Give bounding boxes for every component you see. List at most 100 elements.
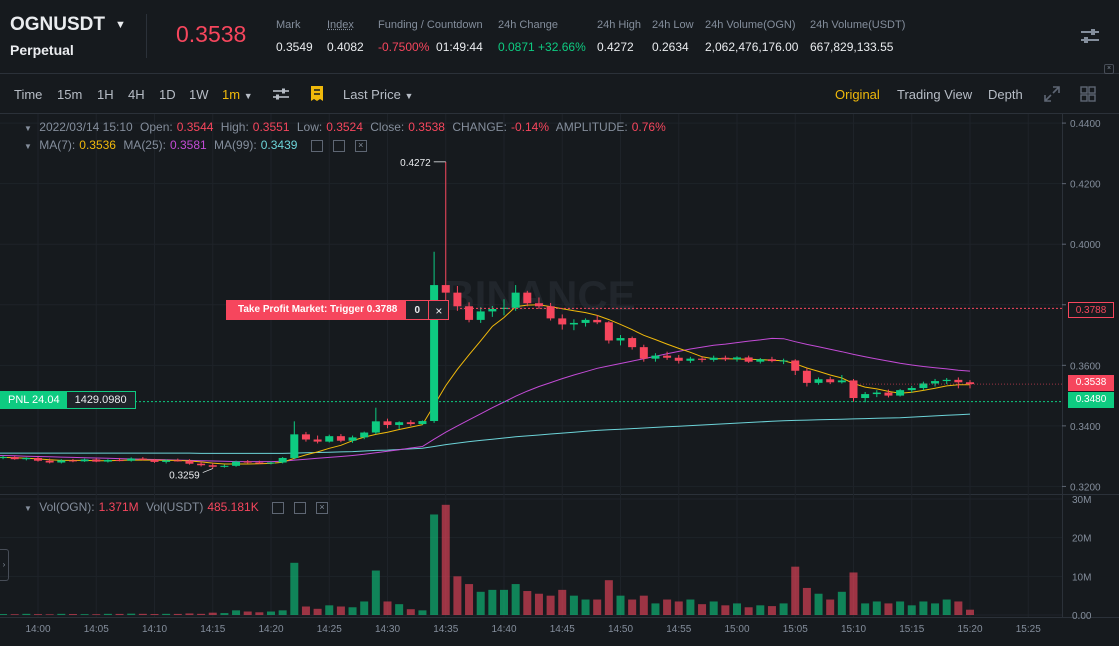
take-profit-qty[interactable]: 0: [405, 300, 430, 320]
chevron-down-icon[interactable]: ▼: [24, 142, 32, 151]
volume-bar: [511, 584, 520, 615]
interval-1d[interactable]: 1D: [159, 87, 176, 102]
stat-label[interactable]: Index: [327, 19, 354, 31]
volume-bar: [709, 601, 718, 615]
chevron-down-icon[interactable]: ▼: [24, 124, 32, 133]
volume-bar: [80, 614, 89, 615]
expand-panel-icon[interactable]: ›: [0, 549, 9, 581]
legend-amp: 0.76%: [631, 120, 666, 134]
stat-label: 24h High: [597, 19, 642, 31]
interval-15m[interactable]: 15m: [57, 87, 83, 102]
stat-index[interactable]: Index 0.4082: [327, 19, 364, 54]
volume-bar: [651, 603, 660, 615]
candlestick-chart[interactable]: BINANCE 14:00 14:05 14:10 14:15 14:20 14:25 14…: [0, 114, 1119, 646]
volume-bar: [756, 605, 765, 615]
fullscreen-icon[interactable]: [1044, 86, 1060, 102]
candle-body: [872, 392, 881, 395]
view-original[interactable]: Original: [835, 87, 880, 102]
ma-legend: ▼ MA(7): 0.3536 MA(25): 0.3581 MA(99): 0.34…: [24, 138, 371, 152]
stat-24h-vol-usdt: 24h Volume(USDT) 667,829,133.55: [810, 19, 905, 54]
volume-legend: ▼ Vol(OGN): 1.371M Vol(USDT) 485.181K ×: [24, 500, 332, 514]
hide-icon[interactable]: [310, 139, 323, 152]
symbol-name[interactable]: OGNUSDT: [10, 14, 105, 35]
candle-body: [849, 380, 858, 399]
volume-bar: [383, 601, 392, 615]
symbol-selector[interactable]: OGNUSDT ▼ Perpetual: [10, 14, 126, 58]
volume-bar: [966, 609, 974, 615]
candle-body: [651, 355, 660, 359]
candle-body: [628, 338, 637, 348]
position-entry[interactable]: 1429.0980: [65, 391, 136, 409]
volume-bar: [406, 609, 415, 615]
close-icon[interactable]: ×: [1104, 64, 1114, 74]
indicator-settings-icon[interactable]: [272, 86, 290, 102]
candle-body: [581, 319, 590, 323]
close-icon[interactable]: ×: [354, 139, 367, 152]
interval-1h[interactable]: 1H: [97, 87, 114, 102]
price-tick-label: 0.3600: [1070, 361, 1101, 372]
volume-bar: [138, 613, 147, 615]
close-icon[interactable]: ×: [316, 501, 329, 514]
caret-down-icon[interactable]: ▼: [115, 19, 126, 31]
take-profit-label[interactable]: Take Profit Market: Trigger 0.3788: [226, 300, 406, 320]
candle-body: [814, 379, 823, 383]
settings-icon[interactable]: [294, 501, 307, 514]
time-tick-label: 14:00: [25, 624, 50, 635]
time-tick-label: 15:15: [899, 624, 924, 635]
chevron-down-icon[interactable]: ▼: [24, 504, 32, 513]
volume-bar: [430, 514, 439, 615]
stat-label: 24h Volume(USDT): [810, 19, 906, 31]
candle-body: [441, 285, 450, 293]
candle-body: [942, 379, 951, 382]
view-trading-view[interactable]: Trading View: [897, 87, 973, 102]
take-profit-order[interactable]: Take Profit Market: Trigger 0.3788 0 ×: [226, 300, 450, 320]
view-depth[interactable]: Depth: [988, 87, 1023, 102]
interval-1m[interactable]: 1m ▼: [222, 87, 253, 102]
settings-sliders-icon[interactable]: [1079, 26, 1101, 46]
cancel-order-button[interactable]: ×: [429, 300, 450, 320]
volume-bar: [779, 603, 788, 615]
candle-body: [966, 382, 974, 385]
candle-body: [68, 460, 77, 462]
candle-body: [348, 437, 357, 441]
hide-icon[interactable]: [272, 501, 285, 514]
volume-bars: [0, 504, 974, 615]
candle-body: [523, 292, 532, 304]
indicator-list-icon[interactable]: [310, 85, 324, 102]
candle-body: [639, 347, 648, 359]
volume-bar: [150, 614, 159, 615]
candle-body: [511, 292, 520, 308]
candle-body: [465, 306, 474, 320]
settings-icon[interactable]: [332, 139, 345, 152]
legend-ma7: 0.3536: [79, 138, 116, 152]
candle-body: [173, 460, 182, 462]
volume-bar: [593, 599, 602, 615]
legend-change: -0.14%: [511, 120, 550, 134]
legend-close: 0.3538: [408, 120, 445, 134]
candle-body: [861, 394, 870, 399]
current-price-tag: 0.3538: [1068, 375, 1114, 391]
candle-body: [604, 322, 613, 341]
candle-body: [616, 338, 625, 341]
volume-bar: [663, 599, 672, 615]
volume-bar: [604, 580, 613, 615]
volume-bar: [34, 614, 42, 615]
price-type-select[interactable]: Last Price ▼: [343, 87, 413, 102]
grid-layout-icon[interactable]: [1080, 86, 1096, 102]
candle-body: [931, 381, 940, 384]
candle-body: [150, 459, 159, 462]
stat-value: 0.0871 +32.66%: [498, 40, 586, 54]
market-header: OGNUSDT ▼ Perpetual 0.3538 Mark 0.3549 I…: [0, 0, 1119, 74]
candle-body: [453, 292, 462, 307]
interval-1w[interactable]: 1W: [189, 87, 209, 102]
ma99-path: [0, 413, 971, 454]
funding-rate: -0.7500%: [378, 40, 430, 54]
interval-time[interactable]: Time: [14, 87, 43, 102]
volume-bar: [767, 606, 776, 615]
funding-countdown: 01:49:44: [436, 40, 483, 54]
volume-bar: [628, 599, 637, 615]
volume-bar: [45, 614, 54, 615]
pnl-value[interactable]: PNL 24.04: [0, 391, 66, 409]
interval-4h[interactable]: 4H: [128, 87, 145, 102]
position-label[interactable]: PNL 24.04 1429.0980: [0, 391, 136, 409]
